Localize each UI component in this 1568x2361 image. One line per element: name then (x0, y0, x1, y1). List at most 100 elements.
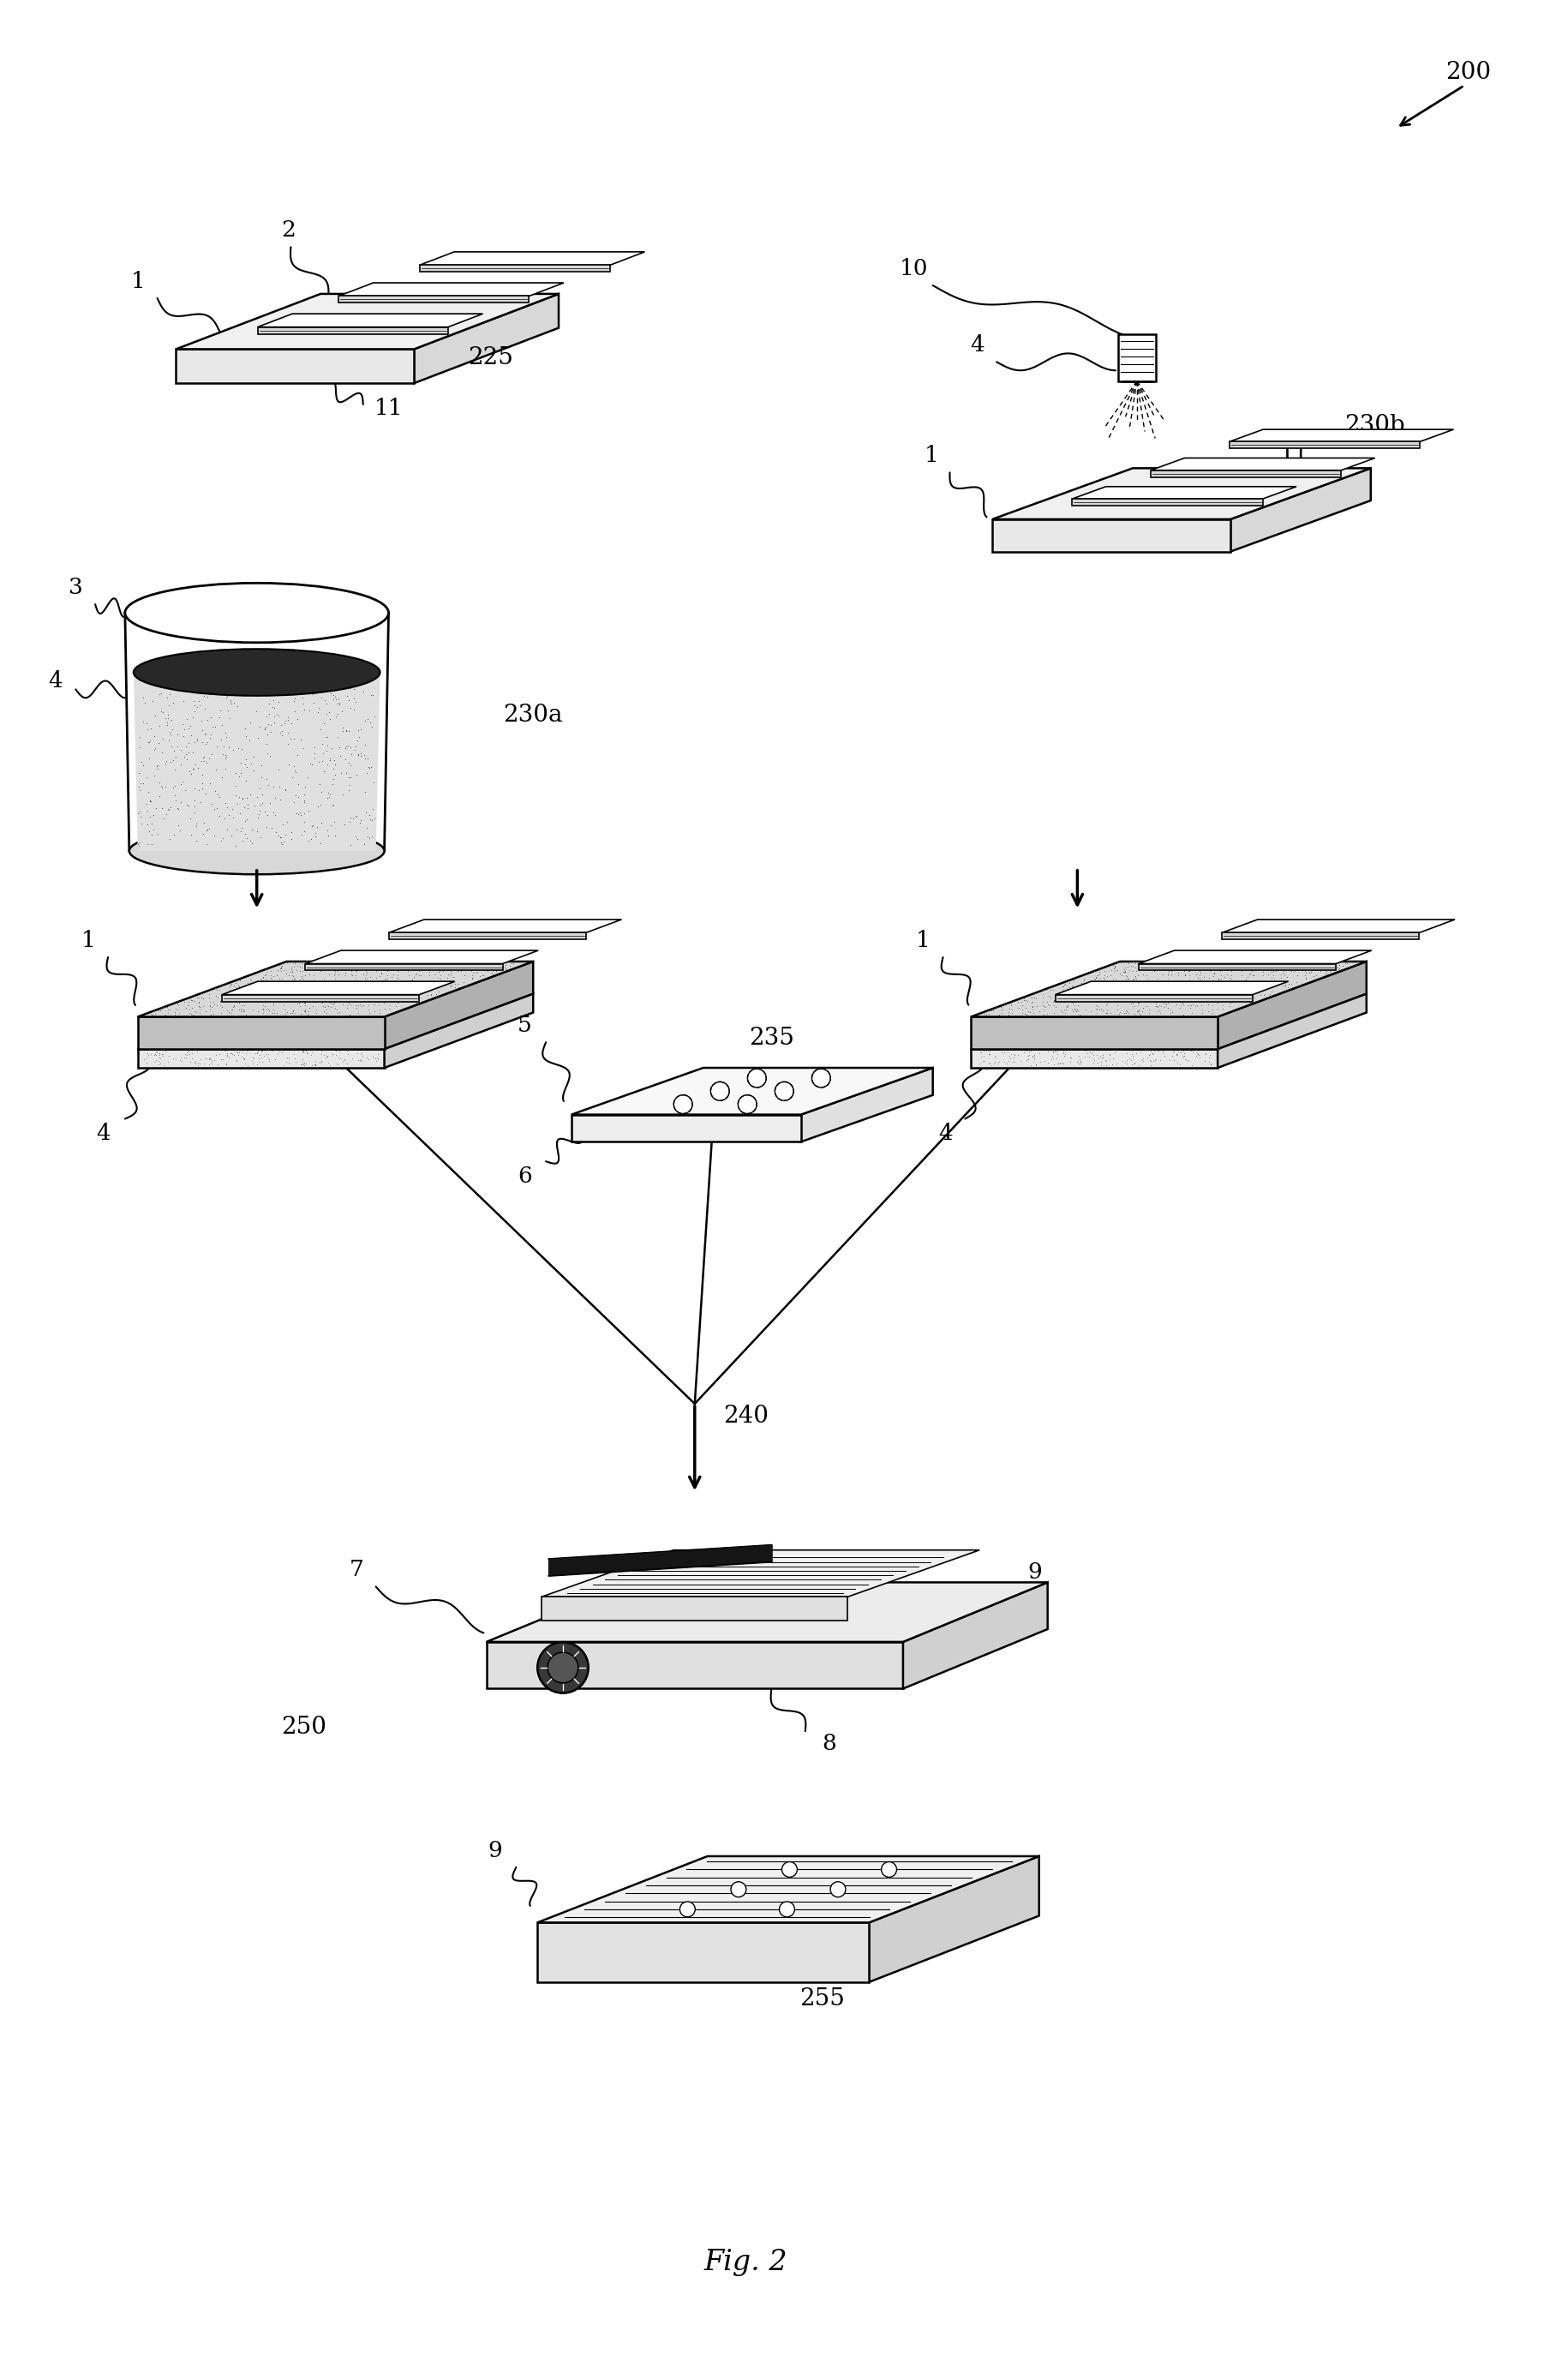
Circle shape (811, 1070, 829, 1088)
Polygon shape (138, 1018, 384, 1048)
Polygon shape (176, 349, 414, 382)
Ellipse shape (125, 583, 389, 642)
Polygon shape (993, 519, 1229, 552)
Circle shape (679, 1901, 695, 1917)
Text: 5: 5 (517, 1015, 532, 1036)
Polygon shape (1055, 994, 1251, 1001)
Text: 250: 250 (281, 1716, 326, 1738)
Polygon shape (903, 1582, 1047, 1688)
Polygon shape (339, 283, 563, 295)
Polygon shape (971, 1048, 1217, 1067)
Polygon shape (541, 1596, 847, 1620)
Polygon shape (971, 961, 1366, 1018)
Text: 1: 1 (924, 444, 938, 465)
Text: 1: 1 (130, 272, 144, 293)
Polygon shape (538, 1856, 1038, 1922)
Polygon shape (306, 951, 538, 963)
Text: 4: 4 (938, 1121, 952, 1145)
Polygon shape (389, 933, 585, 940)
Text: 1: 1 (916, 930, 930, 951)
Text: 240: 240 (723, 1405, 768, 1428)
Polygon shape (801, 1067, 933, 1143)
Circle shape (737, 1096, 756, 1114)
Text: 10: 10 (900, 257, 928, 279)
Text: 230a: 230a (503, 704, 563, 727)
Polygon shape (1071, 498, 1262, 505)
Polygon shape (419, 264, 610, 272)
Text: 9: 9 (1027, 1561, 1041, 1582)
Text: 225: 225 (467, 347, 513, 368)
Polygon shape (384, 994, 533, 1067)
Circle shape (710, 1081, 729, 1100)
Text: 200: 200 (1446, 61, 1491, 85)
Polygon shape (1138, 963, 1334, 970)
Text: 3: 3 (69, 576, 83, 597)
Polygon shape (1071, 486, 1295, 498)
Text: 255: 255 (800, 1988, 845, 2012)
Polygon shape (1151, 458, 1374, 470)
Text: 235: 235 (748, 1027, 793, 1051)
Text: 2: 2 (281, 220, 295, 241)
Polygon shape (339, 295, 528, 302)
Polygon shape (133, 673, 379, 850)
Polygon shape (571, 1067, 933, 1114)
Text: 11: 11 (1279, 444, 1308, 465)
Circle shape (775, 1081, 793, 1100)
Polygon shape (1118, 335, 1156, 380)
Polygon shape (221, 994, 419, 1001)
Polygon shape (389, 918, 621, 933)
Polygon shape (486, 1582, 1047, 1641)
Polygon shape (1221, 918, 1454, 933)
Polygon shape (1138, 951, 1370, 963)
Circle shape (746, 1070, 765, 1088)
Polygon shape (138, 961, 533, 1018)
Polygon shape (176, 293, 558, 349)
Polygon shape (571, 1114, 801, 1143)
Polygon shape (971, 1018, 1217, 1048)
Polygon shape (541, 1551, 978, 1596)
Ellipse shape (129, 829, 384, 874)
Text: 11: 11 (375, 399, 403, 420)
Text: 9: 9 (488, 1839, 502, 1860)
Polygon shape (486, 1641, 903, 1688)
Polygon shape (1221, 933, 1419, 940)
Text: 6: 6 (517, 1164, 532, 1188)
Polygon shape (869, 1856, 1038, 1983)
Circle shape (881, 1863, 897, 1877)
Polygon shape (1229, 430, 1454, 442)
Polygon shape (993, 467, 1370, 519)
Polygon shape (1229, 442, 1419, 449)
Text: 230b: 230b (1344, 413, 1405, 437)
Polygon shape (221, 982, 455, 994)
Polygon shape (419, 253, 644, 264)
Polygon shape (125, 614, 389, 850)
Polygon shape (306, 963, 502, 970)
Polygon shape (138, 1048, 384, 1067)
Polygon shape (1229, 467, 1370, 552)
Polygon shape (414, 293, 558, 382)
Circle shape (829, 1882, 845, 1896)
Text: 1: 1 (82, 930, 96, 951)
Polygon shape (257, 314, 483, 328)
Polygon shape (538, 1922, 869, 1983)
Ellipse shape (133, 649, 379, 696)
Circle shape (781, 1863, 797, 1877)
Text: 7: 7 (348, 1558, 364, 1580)
Polygon shape (257, 328, 448, 333)
Text: 8: 8 (822, 1733, 836, 1754)
Text: 4: 4 (969, 335, 983, 357)
Polygon shape (1217, 961, 1366, 1048)
Text: 245: 245 (842, 1580, 887, 1603)
Polygon shape (384, 961, 533, 1048)
Text: Fig. 2: Fig. 2 (704, 2250, 787, 2276)
Text: 4: 4 (49, 671, 63, 692)
Circle shape (547, 1653, 579, 1683)
Circle shape (673, 1096, 691, 1114)
Text: 4: 4 (97, 1121, 111, 1145)
Polygon shape (1217, 994, 1366, 1067)
Circle shape (779, 1901, 795, 1917)
Circle shape (538, 1643, 588, 1693)
Polygon shape (1055, 982, 1287, 994)
Circle shape (731, 1882, 746, 1896)
Polygon shape (1151, 470, 1341, 477)
